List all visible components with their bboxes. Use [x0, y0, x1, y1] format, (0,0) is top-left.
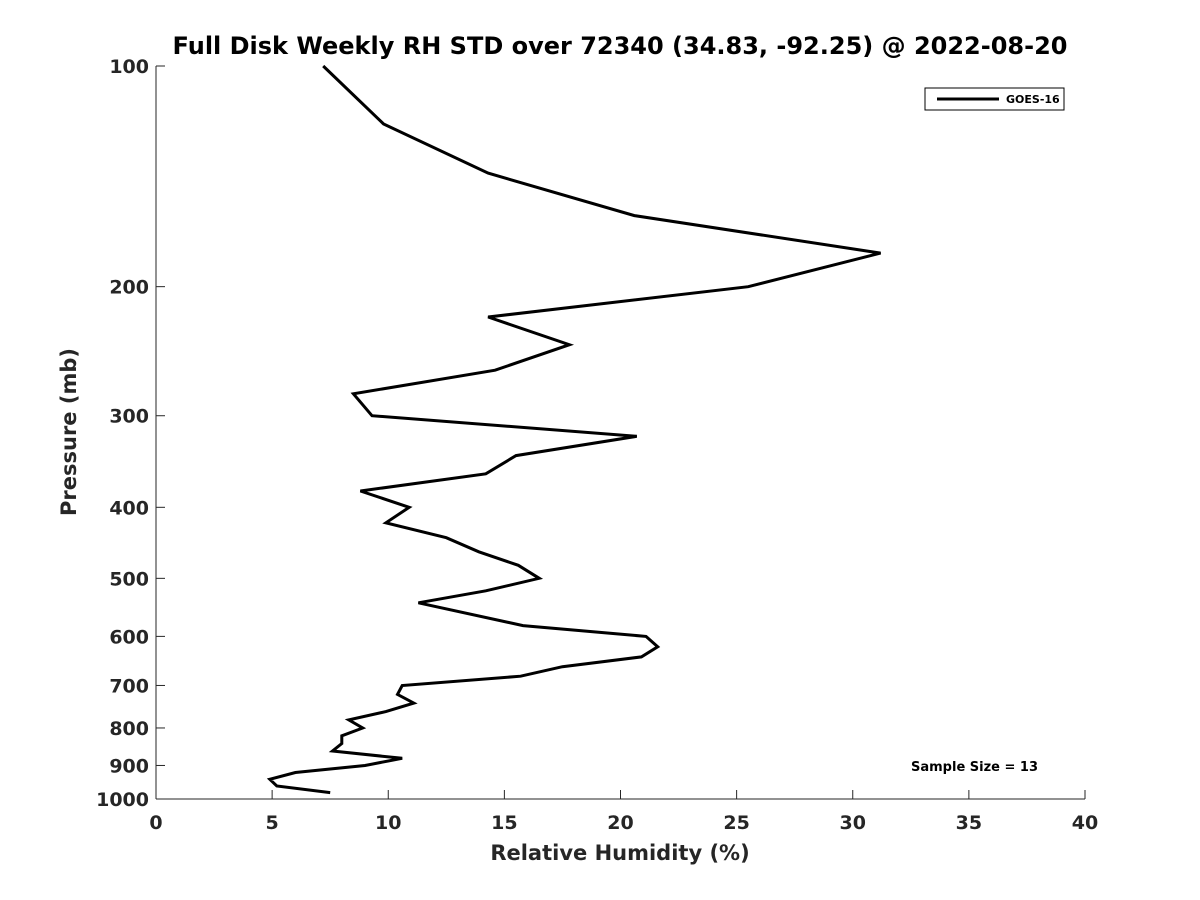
- x-tick-label: 0: [149, 812, 162, 834]
- y-tick-label: 400: [109, 497, 149, 519]
- plot-axes: [155, 66, 1085, 800]
- legend-label: GOES-16: [1006, 93, 1060, 106]
- y-tick-label: 1000: [96, 789, 149, 811]
- y-axis-label: Pressure (mb): [57, 348, 81, 516]
- x-tick-label: 10: [375, 812, 401, 834]
- y-tick-label: 800: [109, 718, 149, 740]
- chart-title: Full Disk Weekly RH STD over 72340 (34.8…: [173, 32, 1068, 60]
- y-tick-label: 900: [109, 755, 149, 777]
- x-tick-label: 5: [266, 812, 279, 834]
- series-line-goes-16: [266, 64, 881, 795]
- x-tick-group: 0 5 10 15 20 25 30 35 40: [149, 790, 1098, 834]
- x-tick-label: 30: [840, 812, 866, 834]
- x-tick-label: 25: [723, 812, 749, 834]
- y-tick-label: 100: [109, 56, 149, 78]
- y-tick-label: 300: [109, 406, 149, 428]
- legend: GOES-16: [924, 87, 1065, 111]
- sample-size-annotation: Sample Size = 13: [911, 760, 1038, 775]
- y-tick-label: 600: [109, 626, 149, 648]
- y-tick-label: 200: [109, 277, 149, 299]
- y-tick-label: 500: [109, 568, 149, 590]
- x-tick-label: 15: [491, 812, 517, 834]
- x-tick-label: 20: [607, 812, 633, 834]
- x-tick-label: 40: [1072, 812, 1098, 834]
- y-tick-group: 100 200 300 400 500 600 700 800 900 1000: [96, 56, 165, 811]
- y-tick-label: 700: [109, 675, 149, 697]
- x-axis-label: Relative Humidity (%): [490, 841, 749, 865]
- x-tick-label: 35: [956, 812, 982, 834]
- series-group: [266, 64, 881, 795]
